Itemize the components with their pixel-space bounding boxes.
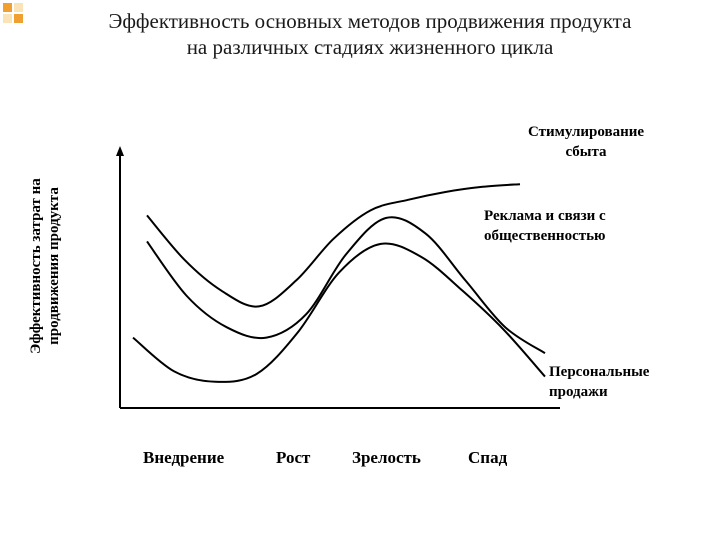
stage-label-growth: Рост: [276, 448, 311, 467]
corner-square: [14, 3, 23, 12]
page-title: Эффективность основных методов продвижен…: [30, 8, 710, 60]
series-line-advertising: [146, 216, 546, 355]
corner-square: [3, 3, 12, 12]
series-label-line-2: общественностью: [484, 228, 606, 244]
series-label-line-1: Персональные: [549, 364, 650, 380]
series-label-stimulation: Стимулирование сбыта: [506, 122, 666, 162]
corner-square: [14, 14, 23, 23]
corner-square: [3, 14, 12, 23]
series-label-line-1: Стимулирование: [527, 124, 645, 140]
series-label-personal-sales: Персональные продажи: [549, 362, 699, 402]
series-label-line-2: продажи: [549, 384, 608, 400]
stage-label-maturity: Зрелость: [352, 448, 421, 467]
stage-label-introduction: Внедрение: [143, 448, 225, 467]
series-label-advertising: Реклама и связи с общественностью: [484, 206, 664, 246]
title-line-1: Эффективность основных методов продвижен…: [108, 9, 632, 33]
series-layer: [132, 183, 546, 383]
y-axis-arrow: [116, 146, 124, 156]
series-label-line-1: Реклама и связи с: [484, 208, 606, 224]
series-line-stimulation: [146, 183, 521, 308]
title-line-2: на различных стадиях жизненного цикла: [186, 35, 554, 59]
stage-label-decline: Спад: [468, 448, 508, 467]
series-line-personal-sales: [132, 242, 546, 383]
series-label-line-2: сбыта: [565, 144, 607, 160]
corner-decoration: [0, 0, 40, 40]
